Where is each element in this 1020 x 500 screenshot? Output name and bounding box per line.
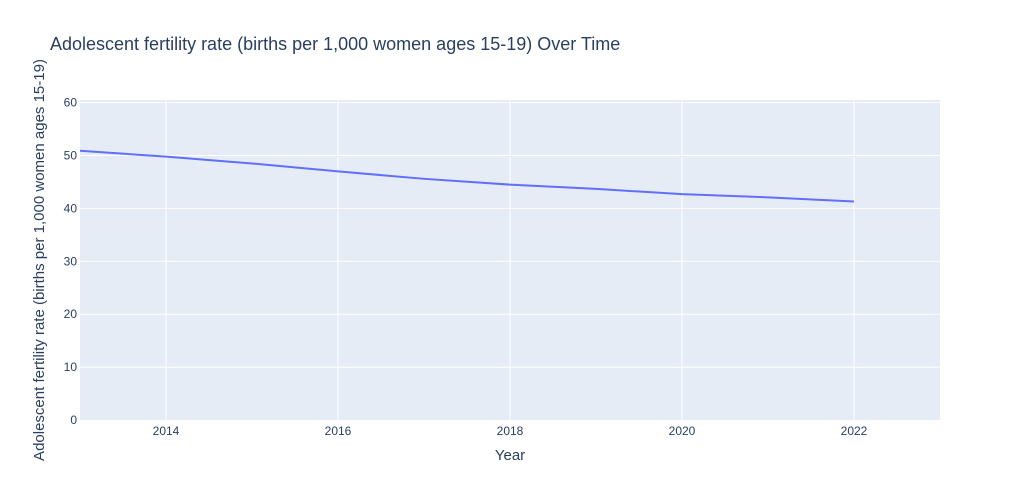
data-series (79, 149, 855, 203)
y-tick-label: 50 (64, 149, 78, 163)
series-line (79, 149, 855, 203)
y-tick-label: 10 (64, 360, 78, 374)
y-tick-label: 40 (64, 201, 78, 215)
x-tick-label: 2014 (153, 424, 180, 438)
y-tick-label: 30 (64, 254, 78, 268)
x-tick-label: 2018 (497, 424, 524, 438)
x-axis-title: Year (495, 447, 525, 464)
x-tick-label: 2016 (325, 424, 352, 438)
y-axis-ticks: 0 10 20 30 40 50 60 (64, 96, 78, 427)
grid (80, 100, 940, 420)
y-tick-label: 20 (64, 307, 78, 321)
chart-title: Adolescent fertility rate (births per 1,… (50, 34, 620, 54)
y-axis-title: Adolescent fertility rate (births per 1,… (31, 59, 48, 461)
x-tick-label: 2020 (669, 424, 696, 438)
x-tick-label: 2022 (841, 424, 868, 438)
y-tick-label: 60 (64, 96, 78, 110)
y-tick-label: 0 (70, 413, 77, 427)
x-axis-ticks: 2014 2016 2018 2020 2022 (153, 424, 868, 438)
